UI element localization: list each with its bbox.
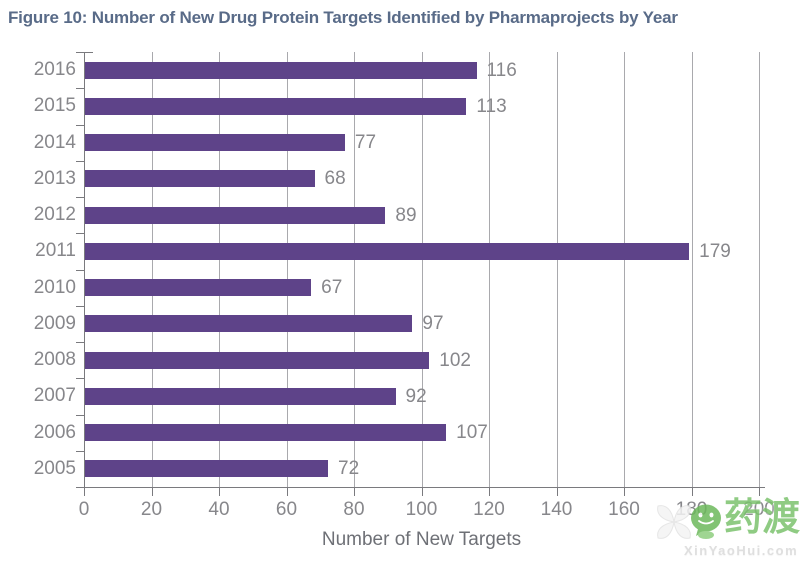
y-tick-10 — [76, 414, 84, 416]
y-tick-6 — [76, 269, 84, 271]
x-tick-0 — [84, 488, 85, 496]
value-label-2009: 97 — [422, 313, 444, 335]
y-tick-4 — [76, 197, 84, 198]
gridline-100 — [421, 52, 423, 487]
gridline-60 — [286, 52, 288, 487]
gridline-200 — [759, 52, 760, 487]
bar-chart-plot-area: 0 20 40 60 80 100 120 140 160 180 200 2016 116 2015 11… — [34, 52, 775, 520]
category-label-2014: 2014 — [33, 131, 76, 153]
category-label-2011: 2011 — [35, 240, 76, 262]
x-tick-80 — [354, 488, 355, 496]
gridline-180 — [691, 52, 693, 487]
value-label-2005: 72 — [338, 458, 360, 480]
value-label-2016: 116 — [486, 59, 517, 81]
value-label-2012: 89 — [395, 204, 417, 226]
bar-2011 — [85, 242, 690, 260]
y-tick-8 — [76, 342, 84, 343]
value-label-2010: 67 — [321, 277, 343, 299]
gridline-140 — [556, 52, 558, 487]
x-tick-label-160: 160 — [608, 499, 640, 520]
category-label-2008: 2008 — [33, 349, 76, 371]
gridline-40 — [219, 52, 220, 487]
x-tick-160 — [624, 488, 625, 496]
bar-2012 — [85, 206, 386, 224]
value-label-2013: 68 — [324, 168, 346, 190]
value-label-2008: 102 — [439, 349, 471, 371]
x-tick-label-140: 140 — [540, 499, 573, 520]
x-tick-label-0: 0 — [78, 499, 90, 520]
y-tick-5 — [76, 233, 84, 235]
y-tick-0 — [76, 52, 84, 53]
bar-2006 — [85, 424, 447, 442]
y-axis-line — [84, 52, 85, 488]
category-label-2005: 2005 — [33, 457, 76, 479]
y-axis-top-cap — [84, 52, 93, 53]
y-tick-1 — [76, 88, 84, 90]
x-tick-label-80: 80 — [343, 499, 365, 520]
y-tick-12 — [76, 487, 84, 488]
value-label-2006: 107 — [456, 422, 488, 444]
y-tick-2 — [76, 124, 84, 126]
watermark-logo-text: 药渡 — [724, 495, 800, 539]
gridline-20 — [151, 52, 153, 487]
x-tick-20 — [151, 488, 153, 496]
bar-2010 — [85, 279, 312, 297]
category-label-2010: 2010 — [33, 276, 76, 298]
x-axis-line — [84, 487, 765, 488]
chat-bubble-icon — [691, 504, 721, 539]
value-label-2014: 77 — [354, 132, 377, 154]
value-label-2007: 92 — [405, 385, 427, 407]
bar-2014 — [85, 134, 345, 152]
x-tick-label-100: 100 — [405, 499, 438, 520]
x-tick-40 — [219, 488, 220, 496]
x-tick-label-40: 40 — [208, 499, 230, 520]
gridline-120 — [489, 52, 490, 487]
x-tick-label-120: 120 — [473, 499, 505, 520]
x-tick-120 — [489, 488, 490, 496]
bar-2005 — [85, 460, 328, 478]
y-tick-9 — [76, 378, 84, 380]
category-label-2016: 2016 — [33, 59, 76, 81]
bar-2008 — [85, 351, 430, 369]
bar-2013 — [85, 170, 315, 188]
category-label-2015: 2015 — [33, 95, 76, 117]
bar-2007 — [85, 387, 396, 405]
clover-logo-icon — [657, 505, 691, 539]
gridline-80 — [354, 52, 355, 487]
category-label-2007: 2007 — [33, 385, 76, 407]
y-tick-3 — [76, 160, 84, 162]
gridline-160 — [624, 52, 625, 487]
y-tick-11 — [76, 450, 84, 452]
watermark-url-text: XinYaoHui.com — [684, 543, 799, 558]
bar-2016 — [85, 61, 477, 79]
category-label-2006: 2006 — [33, 421, 76, 443]
x-tick-label-60: 60 — [275, 499, 298, 520]
category-label-2012: 2012 — [33, 204, 76, 226]
x-tick-100 — [421, 488, 423, 496]
bar-2015 — [85, 97, 467, 115]
x-tick-200 — [759, 488, 760, 496]
category-label-2013: 2013 — [33, 167, 76, 189]
x-tick-140 — [556, 488, 558, 496]
bar-2009 — [85, 315, 413, 333]
value-label-2015: 113 — [476, 95, 507, 117]
category-label-2009: 2009 — [33, 312, 76, 334]
value-label-2011: 179 — [699, 240, 731, 262]
x-tick-label-200: 200 — [743, 499, 775, 520]
figure-title: Figure 10: Number of New Drug Protein Ta… — [8, 8, 678, 27]
x-tick-label-20: 20 — [140, 499, 163, 520]
x-axis-title: Number of New Targets — [321, 529, 522, 550]
watermark: 药渡 XinYaoHui.com — [648, 494, 800, 564]
y-tick-7 — [76, 305, 84, 307]
x-tick-180 — [691, 488, 693, 496]
x-tick-60 — [286, 488, 288, 496]
